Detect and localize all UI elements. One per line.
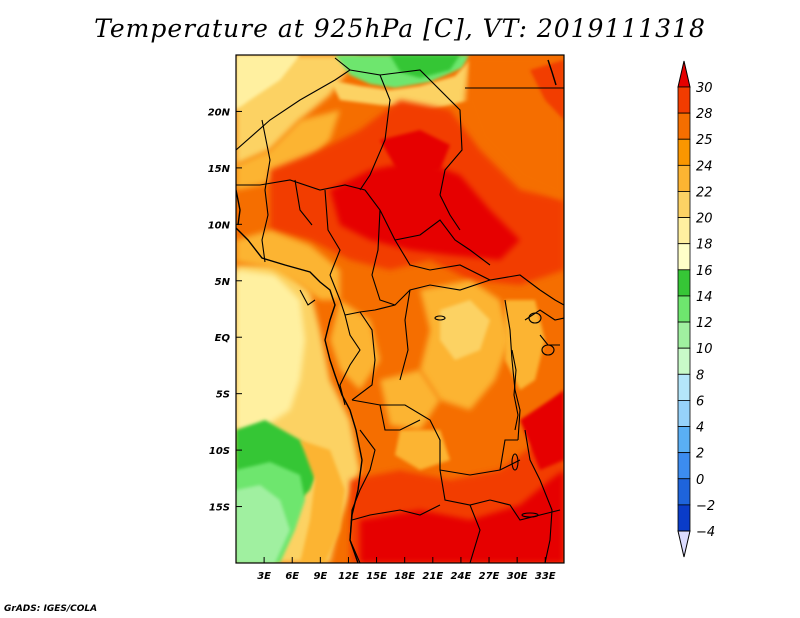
plot-frame <box>235 54 565 564</box>
colorbar-label: 18 <box>696 238 713 253</box>
colorbar-label: 24 <box>696 159 713 174</box>
colorbar-swatch <box>677 452 691 480</box>
x-tick-label: 3E <box>257 571 271 582</box>
colorbar-swatch <box>677 243 691 271</box>
x-tick-label: 30E <box>507 571 528 582</box>
colorbar-label: 12 <box>696 316 713 331</box>
colorbar-swatch <box>677 86 691 114</box>
colorbar-swatch <box>677 504 691 532</box>
temperature-field <box>236 55 564 563</box>
colorbar-swatch <box>677 295 691 323</box>
y-tick-label: 5S <box>216 390 230 401</box>
y-tick-label: EQ <box>215 333 231 344</box>
x-axis: 3E 6E 9E 12E 15E 18E 21E 24E 27E 30E 33E <box>257 557 556 582</box>
x-tick-label: 18E <box>394 571 415 582</box>
y-tick-label: 20N <box>208 107 231 118</box>
colorbar-label: 28 <box>696 107 713 122</box>
x-tick-label: 33E <box>535 571 556 582</box>
x-tick-label: 6E <box>285 571 299 582</box>
colorbar-label: −2 <box>696 499 715 514</box>
colorbar-swatch <box>677 269 691 297</box>
colorbar-label: 2 <box>696 447 704 462</box>
colorbar-label: 0 <box>696 473 704 488</box>
y-tick-label: 15N <box>208 164 231 175</box>
colorbar-label: 20 <box>696 212 713 227</box>
x-tick-label: 12E <box>338 571 359 582</box>
colorbar-swatch <box>677 321 691 349</box>
x-tick-label: 15E <box>366 571 387 582</box>
colorbar-label: 10 <box>696 342 713 357</box>
colorbar-label: 4 <box>696 421 704 436</box>
colorbar-label: 16 <box>696 264 713 279</box>
colorbar-swatch <box>677 217 691 245</box>
colorbar-label: 22 <box>696 185 713 200</box>
x-tick-label: 24E <box>451 571 472 582</box>
x-tick-label: 9E <box>313 571 327 582</box>
y-tick-label: 5N <box>215 277 231 288</box>
colorbar-swatch <box>677 112 691 140</box>
coastline <box>236 59 557 563</box>
colorbar-label: 14 <box>696 290 713 305</box>
colorbar-label: 8 <box>696 368 704 383</box>
colorbar-swatch <box>677 164 691 192</box>
y-axis: 20N 15N 10N 5N EQ 5S 10S 15S <box>208 107 242 514</box>
colorbar-label: −4 <box>696 525 715 540</box>
colorbar-label: 30 <box>696 81 713 96</box>
colorbar-swatch <box>677 373 691 401</box>
colorbar-swatch <box>677 478 691 506</box>
y-tick-label: 10S <box>209 446 230 457</box>
map-title: Temperature at 925hPa [C], VT: 201911131… <box>94 14 706 43</box>
colorbar-label: 6 <box>696 394 704 409</box>
colorbar-top-triangle <box>677 60 691 88</box>
colorbar-swatch <box>677 191 691 218</box>
colorbar-bottom-triangle <box>677 530 691 558</box>
colorbar-swatch <box>677 347 691 375</box>
colorbar-label: 25 <box>696 133 713 148</box>
colorbar-swatch <box>677 400 691 427</box>
country-borders <box>236 57 564 563</box>
x-tick-label: 27E <box>479 571 500 582</box>
y-tick-label: 15S <box>209 503 230 514</box>
credit-text: GrADS: IGES/COLA <box>4 604 98 614</box>
lakes <box>434 312 555 518</box>
colorbar-swatch <box>677 426 691 454</box>
x-tick-label: 21E <box>422 571 443 582</box>
y-tick-label: 10N <box>208 220 231 231</box>
colorbar-swatch <box>677 138 691 166</box>
